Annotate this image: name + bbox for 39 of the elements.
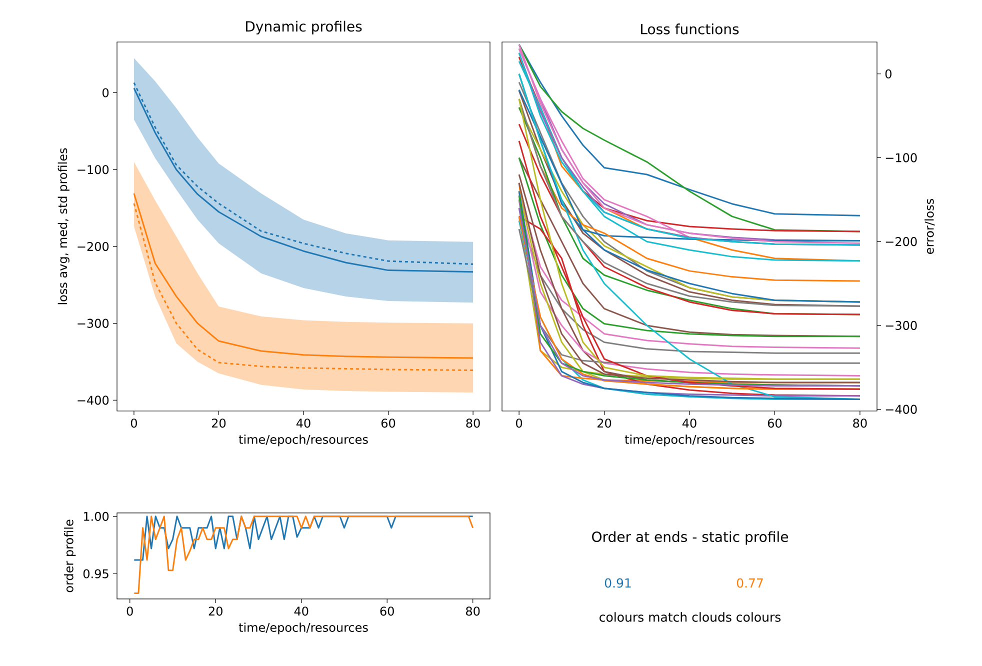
- text: colours match clouds colours: [600, 612, 781, 622]
- x-tick-label: 20: [212, 418, 226, 428]
- y-tick-label: −200: [78, 242, 109, 252]
- text: 0.91: [604, 578, 631, 588]
- x-tick-label: 0: [516, 418, 522, 428]
- y-tick-label: 1.00: [84, 512, 109, 521]
- x-axis-title: time/epoch/resources: [238, 622, 368, 634]
- x-tick-label: 0: [126, 606, 133, 616]
- y-tick-label: 0: [102, 88, 109, 98]
- x-tick-label: 80: [466, 418, 480, 428]
- x-tick-label: 40: [294, 606, 308, 616]
- x-tick-label: 40: [682, 418, 696, 428]
- chart-title: Loss functions: [641, 24, 739, 34]
- y-tick-label: −300: [78, 318, 109, 328]
- y-axis-title: order profile: [64, 520, 76, 592]
- y-tick-label: 0.95: [83, 569, 108, 578]
- x-axis-title: time/epoch/resources: [238, 434, 368, 446]
- y-axis-title: loss avg, med, std profiles: [58, 148, 70, 304]
- y2-tick-label: −400: [886, 404, 917, 414]
- y2-tick-label: −300: [886, 320, 917, 330]
- y-tick-label: −400: [78, 396, 109, 405]
- text: Order at ends - static profile: [592, 531, 788, 545]
- x-tick-label: 80: [466, 606, 480, 616]
- x-tick-label: 60: [768, 418, 782, 428]
- y2-tick-label: −200: [886, 237, 917, 246]
- x-tick-label: 0: [130, 418, 137, 428]
- x-tick-label: 60: [380, 606, 394, 616]
- x-tick-label: 60: [381, 418, 396, 428]
- y2-axis-title: error/loss: [924, 198, 935, 254]
- x-axis-title: time/epoch/resources: [624, 434, 754, 446]
- x-tick-label: 40: [296, 418, 310, 428]
- x-tick-label: 80: [853, 418, 867, 428]
- x-tick-label: 20: [208, 606, 222, 616]
- chart-title: Dynamic profiles: [246, 20, 362, 34]
- y2-tick-label: 0: [885, 69, 892, 78]
- x-tick-label: 20: [598, 418, 612, 428]
- text: 0.77: [736, 578, 763, 588]
- y-tick-label: −100: [78, 165, 109, 174]
- y2-tick-label: −100: [886, 153, 917, 162]
